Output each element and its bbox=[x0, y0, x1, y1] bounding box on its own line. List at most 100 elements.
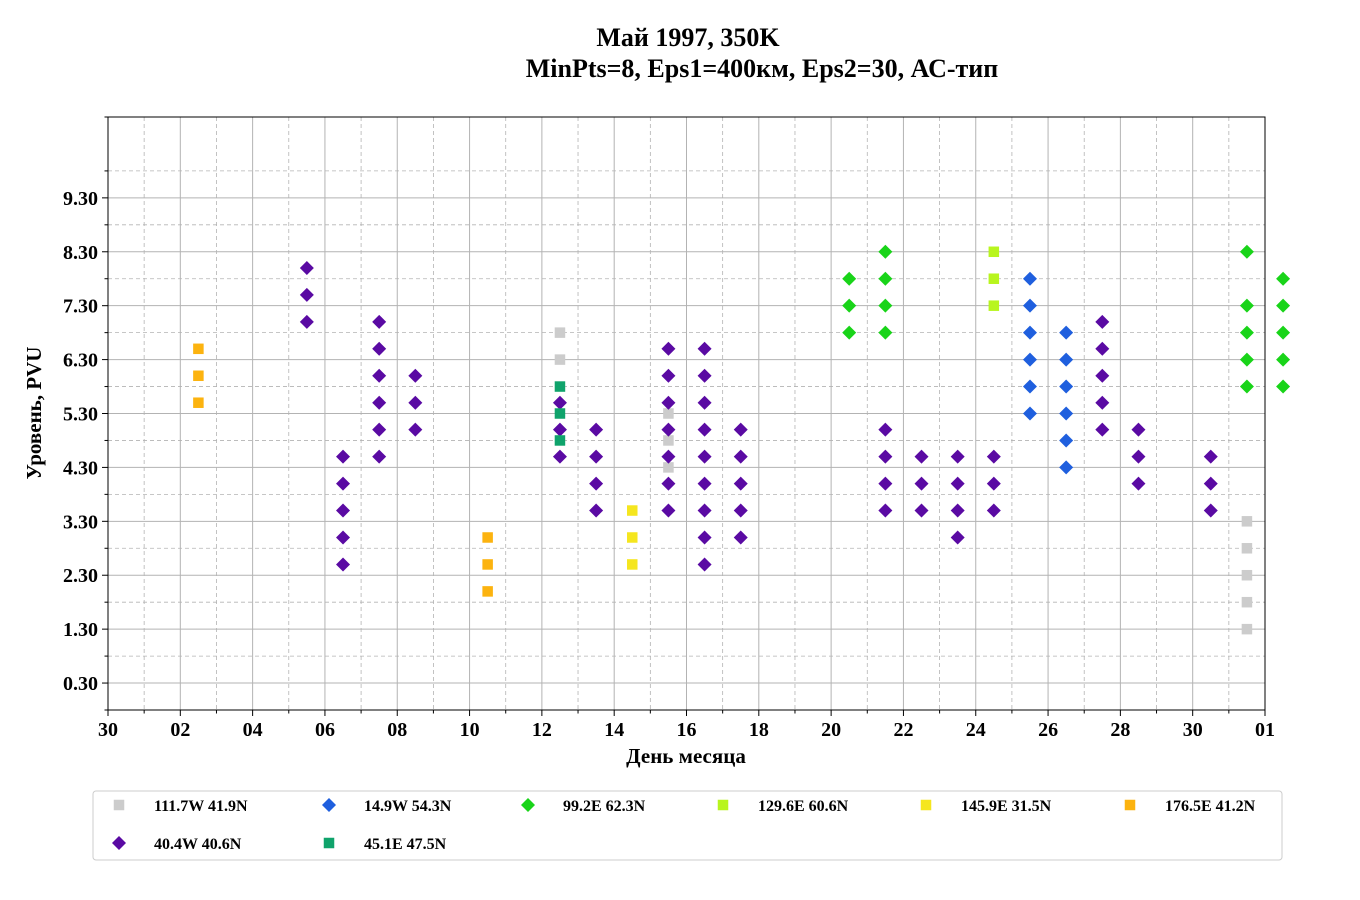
legend-label: 99.2E 62.3N bbox=[563, 798, 646, 815]
data-point bbox=[697, 395, 712, 410]
legend-marker bbox=[920, 799, 932, 811]
data-point bbox=[1095, 368, 1110, 383]
x-tick-label: 28 bbox=[1110, 719, 1130, 741]
data-point bbox=[1276, 298, 1291, 313]
x-tick-label: 30 bbox=[98, 719, 118, 741]
data-point bbox=[950, 530, 965, 545]
data-point bbox=[661, 503, 676, 518]
data-point bbox=[408, 368, 423, 383]
data-point bbox=[1203, 503, 1218, 518]
data-point bbox=[1131, 422, 1146, 437]
data-point bbox=[950, 449, 965, 464]
data-point bbox=[950, 476, 965, 491]
y-tick-labels: 0.30 1.30 2.30 3.30 4.30 5.30 6.30 7.30 8.30 9.30 bbox=[63, 188, 98, 695]
data-point bbox=[554, 435, 566, 446]
chart-title-line1: Май 1997, 350K bbox=[596, 23, 780, 52]
legend-marker bbox=[521, 798, 535, 812]
data-point bbox=[1203, 476, 1218, 491]
y-tick-label: 7.30 bbox=[63, 296, 98, 318]
legend-marker bbox=[323, 837, 335, 849]
legend-label: 45.1E 47.5N bbox=[364, 836, 447, 853]
data-point bbox=[733, 449, 748, 464]
data-point bbox=[986, 503, 1001, 518]
data-point bbox=[878, 244, 893, 259]
data-point bbox=[336, 557, 351, 572]
data-point bbox=[988, 300, 1000, 311]
y-tick-label: 9.30 bbox=[63, 188, 98, 210]
data-point bbox=[1241, 569, 1253, 581]
data-point bbox=[878, 298, 893, 313]
data-point bbox=[878, 476, 893, 491]
data-point bbox=[1241, 543, 1253, 554]
data-point bbox=[878, 503, 893, 518]
data-point bbox=[1131, 476, 1146, 491]
legend-label: 40.4W 40.6N bbox=[154, 836, 242, 853]
x-tick-label: 16 bbox=[677, 719, 697, 741]
x-tick-label: 30 bbox=[1183, 719, 1203, 741]
data-point bbox=[986, 449, 1001, 464]
axis-ticks bbox=[102, 116, 1266, 716]
data-points bbox=[193, 244, 1291, 635]
data-point bbox=[1239, 298, 1254, 313]
data-point bbox=[1276, 325, 1291, 340]
data-point bbox=[661, 341, 676, 356]
data-point bbox=[733, 422, 748, 437]
data-point bbox=[1022, 271, 1037, 286]
x-tick-label: 01 bbox=[1255, 719, 1275, 741]
data-point bbox=[1022, 379, 1037, 394]
data-point bbox=[733, 476, 748, 491]
data-point bbox=[842, 325, 857, 340]
data-point bbox=[1276, 379, 1291, 394]
x-tick-label: 18 bbox=[749, 719, 769, 741]
x-tick-label: 06 bbox=[315, 719, 335, 741]
data-point bbox=[1241, 516, 1253, 527]
data-point bbox=[299, 314, 314, 329]
legend-label: 129.6E 60.6N bbox=[758, 798, 849, 815]
data-point bbox=[336, 476, 351, 491]
data-point bbox=[988, 246, 1000, 258]
data-point bbox=[1022, 298, 1037, 313]
data-point bbox=[878, 449, 893, 464]
data-point bbox=[661, 368, 676, 383]
data-point bbox=[372, 368, 387, 383]
y-tick-label: 2.30 bbox=[63, 565, 98, 587]
data-point bbox=[1095, 314, 1110, 329]
data-point bbox=[372, 449, 387, 464]
data-point bbox=[914, 476, 929, 491]
data-point bbox=[627, 559, 638, 570]
data-point bbox=[299, 260, 314, 275]
data-point bbox=[1022, 352, 1037, 367]
x-tick-label: 26 bbox=[1038, 719, 1058, 741]
y-tick-label: 1.30 bbox=[63, 619, 98, 641]
data-point bbox=[554, 408, 566, 419]
data-point bbox=[336, 503, 351, 518]
data-point bbox=[193, 343, 204, 355]
data-point bbox=[336, 449, 351, 464]
data-point bbox=[697, 422, 712, 437]
data-point bbox=[554, 354, 566, 365]
data-point bbox=[372, 395, 387, 410]
data-point bbox=[336, 530, 351, 545]
data-point bbox=[878, 422, 893, 437]
data-point bbox=[1131, 449, 1146, 464]
data-point bbox=[589, 476, 604, 491]
data-point bbox=[1276, 271, 1291, 286]
data-point bbox=[663, 435, 674, 446]
legend-marker bbox=[717, 799, 729, 811]
data-point bbox=[697, 368, 712, 383]
data-point bbox=[1241, 596, 1253, 608]
data-point bbox=[1239, 352, 1254, 367]
legend-label: 14.9W 54.3N bbox=[364, 798, 452, 815]
data-point bbox=[1059, 352, 1074, 367]
data-point bbox=[697, 476, 712, 491]
y-tick-label: 4.30 bbox=[63, 457, 98, 479]
legend-marker bbox=[113, 799, 125, 811]
data-point bbox=[697, 449, 712, 464]
data-point bbox=[661, 395, 676, 410]
data-point bbox=[1239, 325, 1254, 340]
x-tick-label: 24 bbox=[966, 719, 986, 741]
data-point bbox=[482, 586, 493, 597]
x-tick-label: 20 bbox=[821, 719, 841, 741]
data-point bbox=[697, 530, 712, 545]
data-point bbox=[661, 422, 676, 437]
